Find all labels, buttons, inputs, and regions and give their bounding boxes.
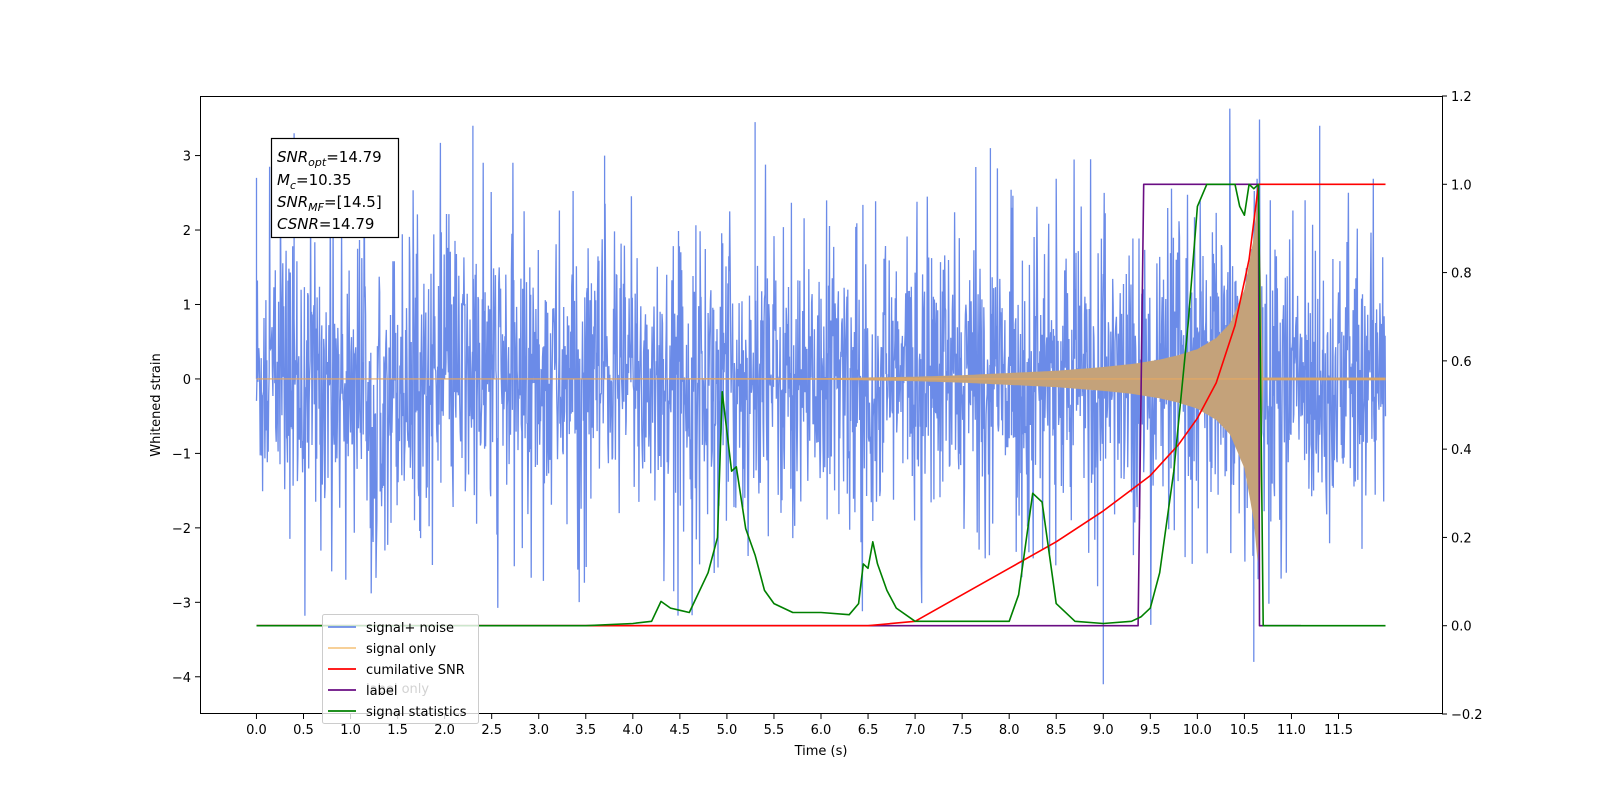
x-tick-label: 0.0	[246, 723, 267, 738]
x-tick-label: 4.0	[622, 723, 643, 738]
x-tick-label: 3.0	[528, 723, 549, 738]
legend-entry-label: label	[366, 684, 397, 699]
mc-text: Mc=10.35	[277, 171, 352, 192]
series-layer	[255, 108, 1387, 685]
x-tick-label: 3.5	[575, 723, 596, 738]
x-tick-label: 5.0	[717, 723, 738, 738]
y-left-tick-label: 2	[183, 224, 191, 239]
x-tick-label: 7.5	[952, 723, 973, 738]
y-axis-label: Whitened strain	[149, 353, 164, 456]
x-tick-label: 9.0	[1093, 723, 1114, 738]
csnr-text: CSNR=14.79	[277, 215, 374, 233]
y-right-tick-label: 1.0	[1451, 178, 1472, 193]
y-left-tick-label: −2	[172, 522, 191, 537]
y-left-tick-label: 0	[183, 373, 191, 388]
y-left-tick-label: −1	[172, 447, 191, 462]
x-tick-label: 1.5	[387, 723, 408, 738]
y-right-tick-label: 0.8	[1451, 267, 1472, 282]
legend-entry-label: signal only	[366, 642, 436, 657]
snr-opt-text: SNRopt=14.79	[277, 148, 382, 169]
x-tick-label: 11.5	[1324, 723, 1353, 738]
x-tick-label: 1.0	[340, 723, 361, 738]
x-tick-label: 6.5	[858, 723, 879, 738]
x-tick-label: 10.5	[1230, 723, 1259, 738]
y-axis-right-ticks: −0.2 0.0 0.2 0.4 0.6 0.8 1.0 1.2	[1442, 90, 1483, 723]
series-cumilative-snr	[256, 183, 1386, 627]
x-tick-label: 2.0	[434, 723, 455, 738]
annotation-box: SNRopt=14.79 Mc=10.35 SNRMF=[14.5] CSNR=…	[270, 137, 400, 239]
y-left-tick-label: 1	[183, 298, 191, 313]
x-axis-label: Time (s)	[794, 744, 848, 759]
legend-entry-label: cumilative SNR	[366, 663, 465, 678]
series-signal-statistics	[256, 183, 1386, 627]
y-right-tick-label: 0.2	[1451, 531, 1472, 546]
legend-hidden-text: label only	[366, 682, 429, 697]
y-left-tick-label: −4	[172, 671, 191, 686]
x-tick-label: 8.5	[1046, 723, 1067, 738]
snr-mf-text: SNRMF=[14.5]	[277, 193, 382, 214]
x-tick-label: 6.0	[811, 723, 832, 738]
y-right-tick-label: 1.2	[1451, 90, 1472, 105]
legend-items: signal+ noise signal only cumilative SNR la…	[328, 621, 467, 720]
plot-frame	[200, 96, 1443, 714]
x-tick-label: 0.5	[293, 723, 314, 738]
legend-entry-label: signal+ noise	[366, 621, 454, 636]
x-tick-label: 8.0	[999, 723, 1020, 738]
y-axis-left-ticks: −4 −3 −2 −1 0 1 2 3	[172, 150, 200, 686]
y-right-tick-label: 0.0	[1451, 620, 1472, 635]
y-right-tick-label: 0.6	[1451, 355, 1472, 370]
x-tick-label: 2.5	[481, 723, 502, 738]
y-left-tick-label: 3	[183, 150, 191, 165]
y-left-tick-label: −3	[172, 596, 191, 611]
legend-entry-label: signal statistics	[366, 705, 467, 720]
x-tick-label: 10.0	[1183, 723, 1212, 738]
x-tick-label: 4.5	[670, 723, 691, 738]
legend: label only signal+ noise signal only cumil…	[322, 614, 479, 724]
x-axis-ticks: 0.0 0.5 1.0 1.5 2.0 2.5 3.0 3.5 4.0 4.5 5.0 5.5 6.0 6…	[246, 714, 1353, 738]
x-tick-label: 9.5	[1140, 723, 1161, 738]
x-tick-label: 7.0	[905, 723, 926, 738]
x-tick-label: 5.5	[764, 723, 785, 738]
x-tick-label: 11.0	[1277, 723, 1306, 738]
y-right-tick-label: −0.2	[1451, 708, 1483, 723]
y-right-tick-label: 0.4	[1451, 443, 1472, 458]
